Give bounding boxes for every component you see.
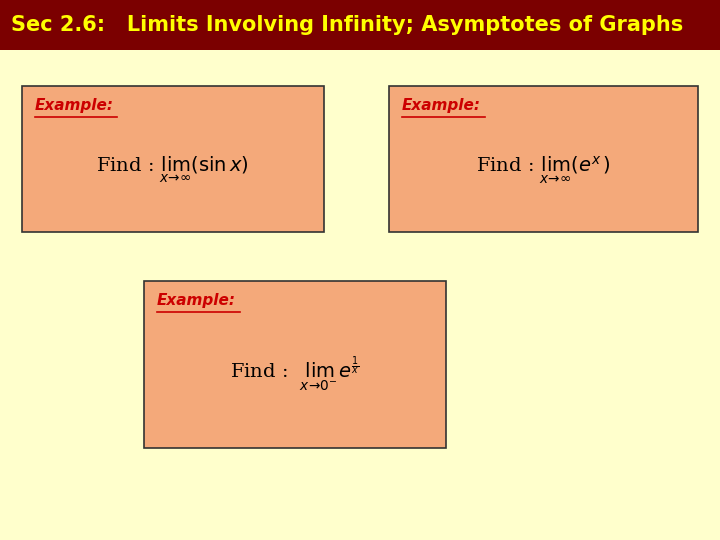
Text: Find : $\lim_{x \to \infty}(e^{x})$: Find : $\lim_{x \to \infty}(e^{x})$ xyxy=(476,154,611,186)
Text: Find : $\lim_{x \to \infty}(\sin x)$: Find : $\lim_{x \to \infty}(\sin x)$ xyxy=(96,155,249,185)
Text: Example:: Example: xyxy=(35,98,114,113)
Text: Find :  $\lim_{x \to 0^{-}} e^{\frac{1}{x}}$: Find : $\lim_{x \to 0^{-}} e^{\frac{1}{x… xyxy=(230,355,360,395)
Text: Sec 2.6:   Limits Involving Infinity; Asymptotes of Graphs: Sec 2.6: Limits Involving Infinity; Asym… xyxy=(11,15,683,36)
FancyBboxPatch shape xyxy=(0,0,720,50)
Text: Example:: Example: xyxy=(157,293,236,308)
FancyBboxPatch shape xyxy=(22,86,324,232)
Text: Example:: Example: xyxy=(402,98,481,113)
FancyBboxPatch shape xyxy=(144,281,446,448)
FancyBboxPatch shape xyxy=(389,86,698,232)
